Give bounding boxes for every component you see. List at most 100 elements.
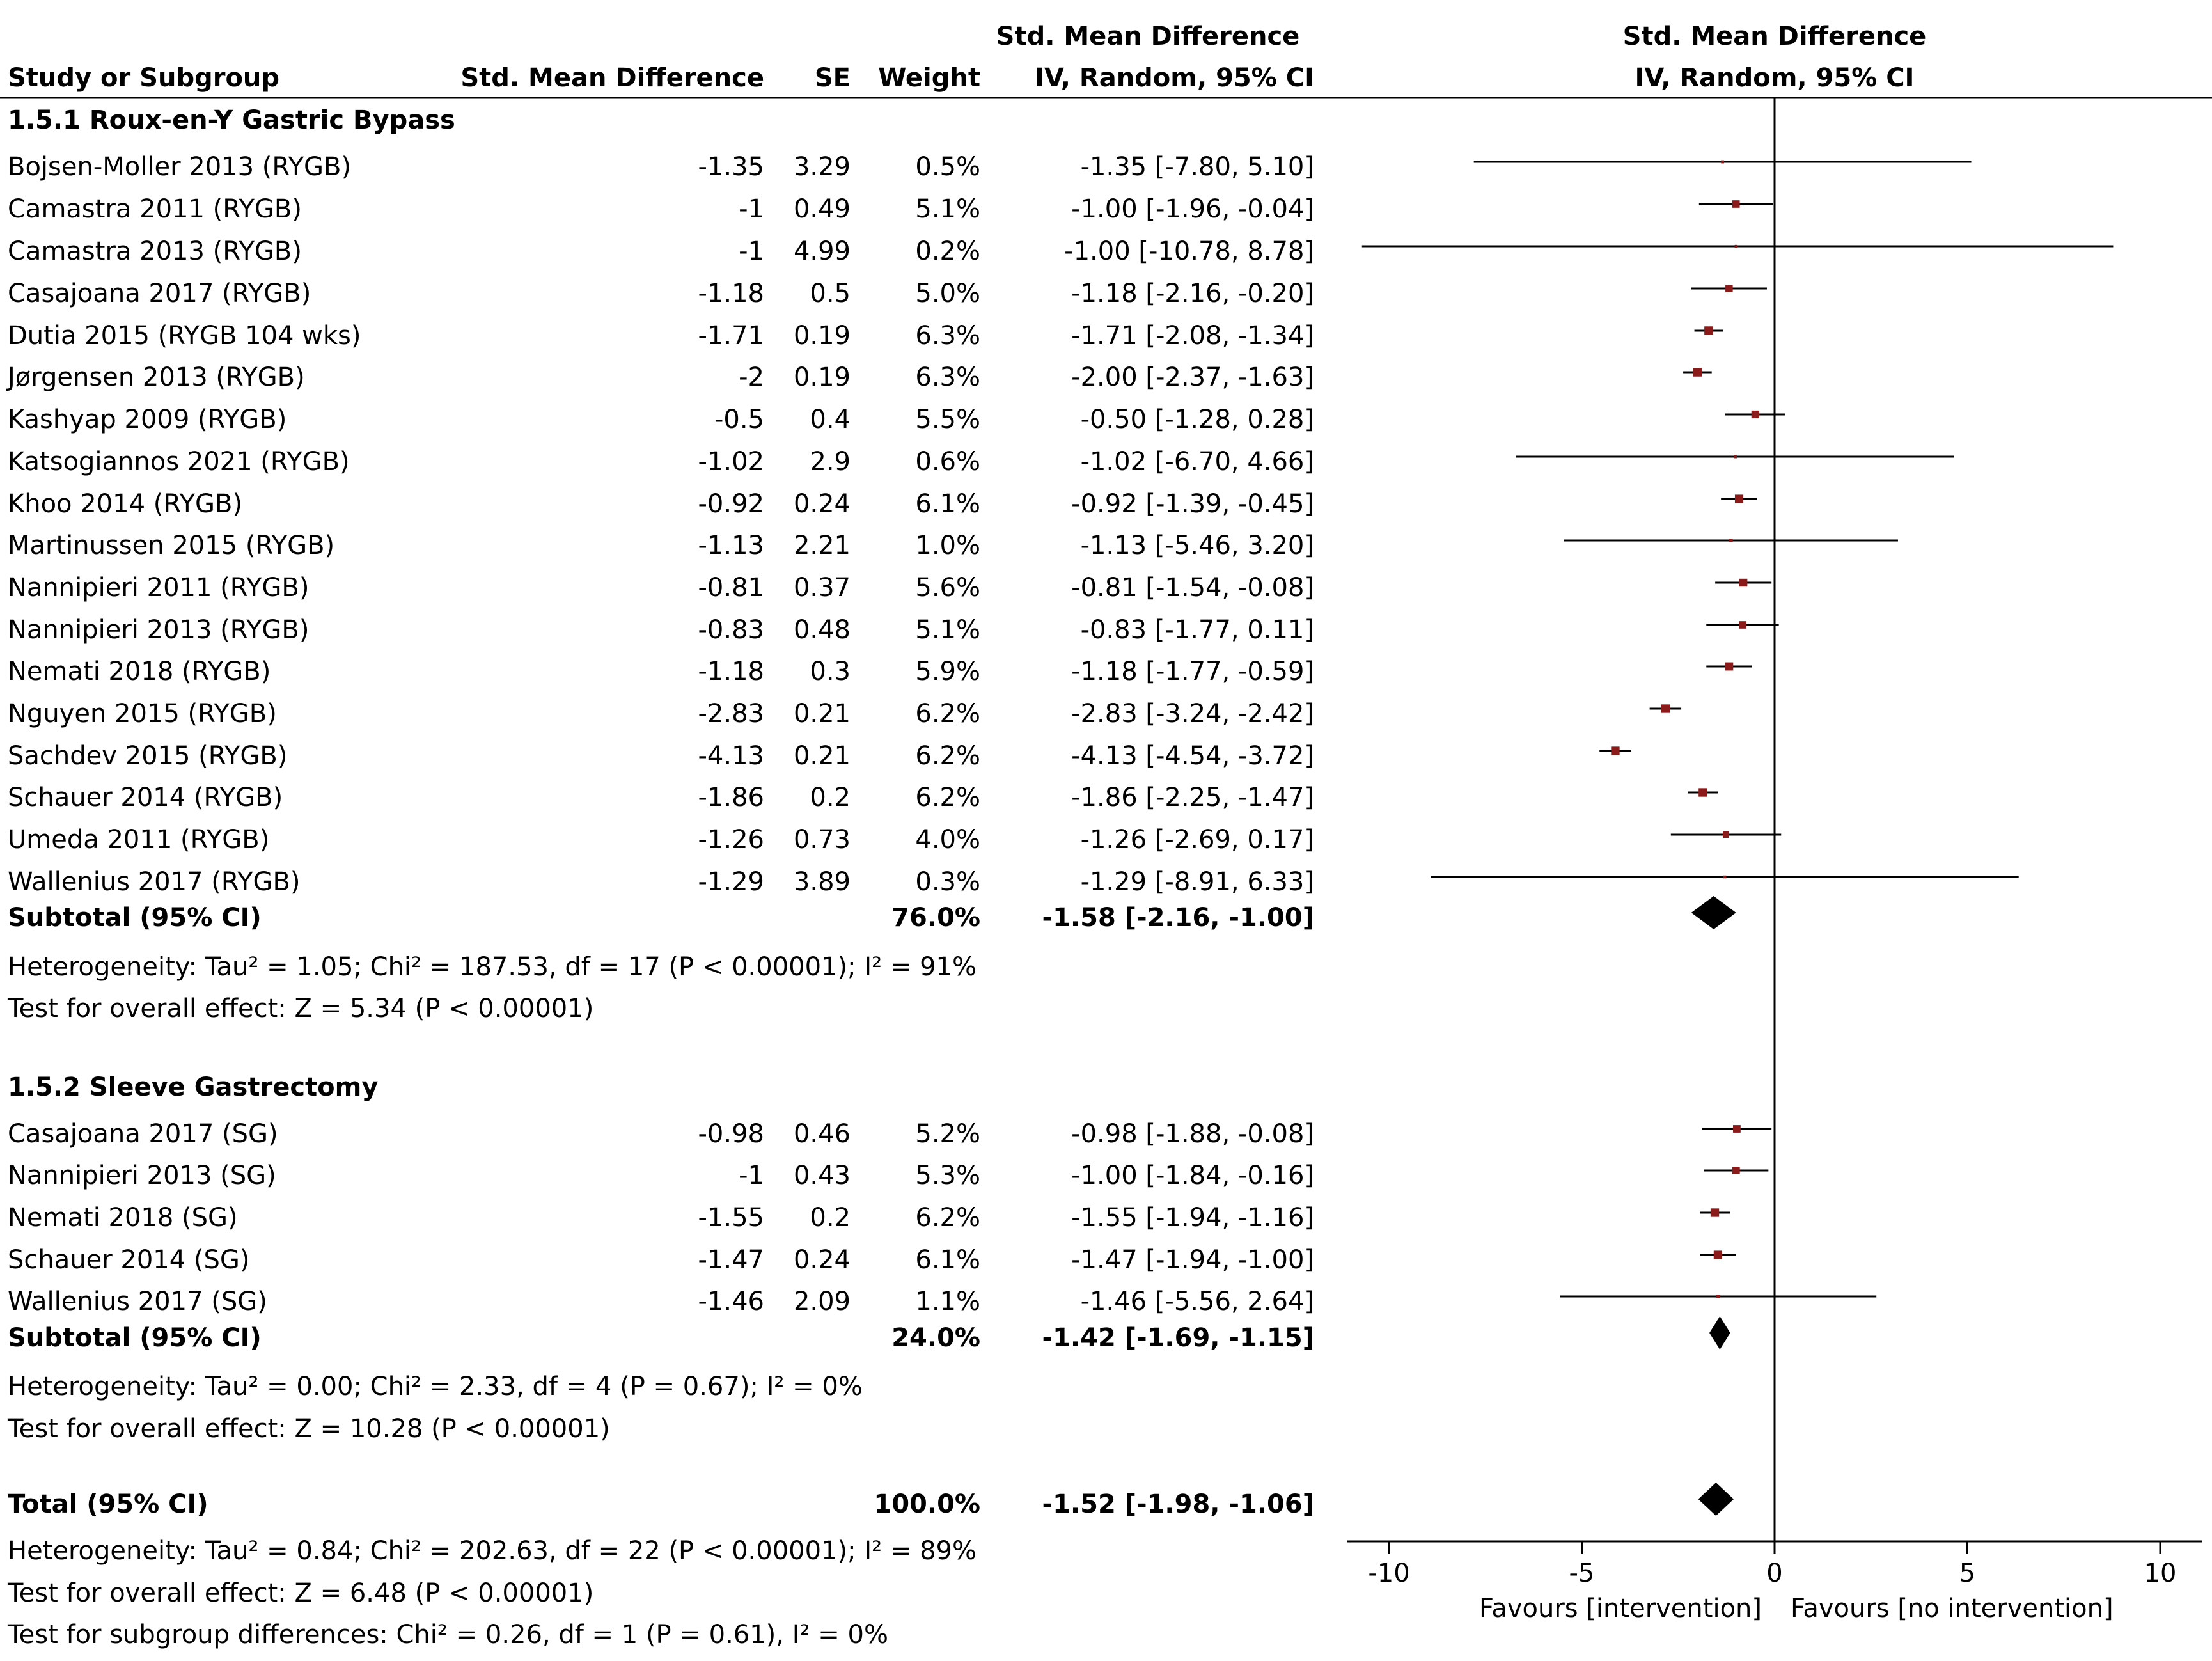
point-estimate bbox=[1739, 578, 1748, 587]
study-weight: 1.0% bbox=[915, 531, 980, 560]
study-se: 0.24 bbox=[793, 1245, 851, 1275]
point-estimate bbox=[1710, 1208, 1720, 1217]
favours-left-label: Favours [intervention] bbox=[1479, 1594, 1762, 1623]
study-weight: 6.3% bbox=[915, 363, 980, 392]
study-name: Nannipieri 2013 (SG) bbox=[8, 1161, 276, 1190]
header-weight: Weight bbox=[878, 63, 980, 93]
study-name: Nemati 2018 (RYGB) bbox=[8, 657, 271, 686]
study-smd: -0.5 bbox=[714, 405, 764, 434]
x-tick-label: -5 bbox=[1569, 1559, 1595, 1588]
study-se: 0.46 bbox=[793, 1119, 851, 1149]
study-name: Dutia 2015 (RYGB 104 wks) bbox=[8, 321, 361, 350]
total-ci: -1.52 [-1.98, -1.06] bbox=[1042, 1490, 1315, 1519]
study-ci: -1.18 [-2.16, -0.20] bbox=[1071, 279, 1314, 308]
study-weight: 5.0% bbox=[915, 279, 980, 308]
study-se: 2.9 bbox=[810, 447, 851, 476]
study-weight: 6.2% bbox=[915, 741, 980, 771]
subtotal-weight: 24.0% bbox=[891, 1323, 980, 1353]
study-smd: -1.55 bbox=[698, 1203, 765, 1232]
study-ci: -1.46 [-5.56, 2.64] bbox=[1080, 1287, 1314, 1316]
heterogeneity-text: Heterogeneity: Tau² = 0.00; Chi² = 2.33,… bbox=[8, 1372, 863, 1401]
study-smd: -2 bbox=[739, 363, 764, 392]
study-weight: 0.5% bbox=[915, 152, 980, 182]
study-ci: -1.55 [-1.94, -1.16] bbox=[1071, 1203, 1314, 1232]
subtotal-diamond bbox=[1691, 896, 1736, 929]
point-estimate bbox=[1693, 368, 1702, 377]
total-label: Total (95% CI) bbox=[8, 1490, 208, 1519]
study-se: 4.99 bbox=[793, 237, 851, 266]
header-smd: Std. Mean Difference bbox=[460, 63, 764, 93]
study-name: Sachdev 2015 (RYGB) bbox=[8, 741, 288, 771]
study-ci: -0.92 [-1.39, -0.45] bbox=[1071, 489, 1314, 519]
study-name: Khoo 2014 (RYGB) bbox=[8, 489, 243, 519]
study-name: Nemati 2018 (SG) bbox=[8, 1203, 238, 1232]
point-estimate bbox=[1713, 1250, 1722, 1259]
study-se: 0.21 bbox=[793, 741, 851, 771]
subgroup-differences-text: Test for subgroup differences: Chi² = 0.… bbox=[8, 1620, 888, 1649]
study-smd: -0.83 bbox=[698, 615, 765, 645]
overall-effect-text: Test for overall effect: Z = 10.28 (P < … bbox=[8, 1414, 610, 1444]
study-smd: -1 bbox=[739, 237, 764, 266]
study-smd: -1.29 bbox=[698, 867, 765, 897]
study-ci: -1.02 [-6.70, 4.66] bbox=[1080, 447, 1314, 476]
subtotal-ci: -1.42 [-1.69, -1.15] bbox=[1042, 1323, 1315, 1353]
subtotal-label: Subtotal (95% CI) bbox=[8, 903, 262, 933]
study-ci: -2.00 [-2.37, -1.63] bbox=[1071, 363, 1314, 392]
study-weight: 5.1% bbox=[915, 615, 980, 645]
study-se: 3.29 bbox=[793, 152, 851, 182]
study-smd: -1.18 bbox=[698, 279, 765, 308]
header-ci-title: Std. Mean Difference bbox=[996, 22, 1300, 51]
study-ci: -1.13 [-5.46, 3.20] bbox=[1080, 531, 1314, 560]
study-name: Jørgensen 2013 (RYGB) bbox=[8, 363, 305, 392]
study-se: 0.2 bbox=[810, 783, 851, 812]
study-name: Schauer 2014 (RYGB) bbox=[8, 783, 283, 812]
point-estimate bbox=[1725, 662, 1734, 671]
plot-header-title: Std. Mean Difference bbox=[1622, 22, 1927, 51]
study-se: 0.19 bbox=[793, 321, 851, 350]
plot-header-method: IV, Random, 95% CI bbox=[1635, 63, 1915, 93]
study-weight: 5.2% bbox=[915, 1119, 980, 1149]
study-name: Umeda 2011 (RYGB) bbox=[8, 825, 270, 854]
study-se: 0.24 bbox=[793, 489, 851, 519]
point-estimate bbox=[1732, 1167, 1740, 1174]
point-estimate bbox=[1732, 200, 1740, 208]
subtotal-label: Subtotal (95% CI) bbox=[8, 1323, 262, 1353]
total-heterogeneity-text: Heterogeneity: Tau² = 0.84; Chi² = 202.6… bbox=[8, 1536, 977, 1566]
study-se: 0.4 bbox=[810, 405, 851, 434]
study-weight: 5.6% bbox=[915, 573, 980, 602]
subtotal-ci: -1.58 [-2.16, -1.00] bbox=[1042, 903, 1315, 933]
study-ci: -0.83 [-1.77, 0.11] bbox=[1080, 615, 1314, 645]
study-se: 3.89 bbox=[793, 867, 851, 897]
point-estimate bbox=[1698, 788, 1707, 797]
study-name: Wallenius 2017 (RYGB) bbox=[8, 867, 301, 897]
study-weight: 1.1% bbox=[915, 1287, 980, 1316]
total-diamond bbox=[1698, 1483, 1734, 1516]
study-smd: -1.26 bbox=[698, 825, 765, 854]
study-weight: 4.0% bbox=[915, 825, 980, 854]
study-ci: -1.00 [-1.96, -0.04] bbox=[1071, 194, 1314, 224]
study-name: Casajoana 2017 (SG) bbox=[8, 1119, 278, 1149]
study-name: Camastra 2011 (RYGB) bbox=[8, 194, 302, 224]
study-weight: 0.3% bbox=[915, 867, 980, 897]
study-ci: -4.13 [-4.54, -3.72] bbox=[1071, 741, 1314, 771]
study-name: Nannipieri 2011 (RYGB) bbox=[8, 573, 310, 602]
study-weight: 5.1% bbox=[915, 194, 980, 224]
point-estimate bbox=[1716, 1295, 1720, 1298]
study-name: Nannipieri 2013 (RYGB) bbox=[8, 615, 310, 645]
header-se: SE bbox=[814, 63, 851, 93]
point-estimate bbox=[1723, 875, 1727, 879]
study-ci: -1.47 [-1.94, -1.00] bbox=[1071, 1245, 1314, 1275]
header-ci-method: IV, Random, 95% CI bbox=[1035, 63, 1314, 93]
study-se: 0.2 bbox=[810, 1203, 851, 1232]
point-estimate bbox=[1723, 831, 1730, 838]
subgroup-title: 1.5.1 Roux-en-Y Gastric Bypass bbox=[8, 106, 455, 135]
study-se: 0.37 bbox=[793, 573, 851, 602]
favours-right-label: Favours [no intervention] bbox=[1791, 1594, 2114, 1623]
subtotal-diamond bbox=[1709, 1316, 1730, 1350]
point-estimate bbox=[1734, 455, 1737, 459]
study-weight: 0.6% bbox=[915, 447, 980, 476]
study-ci: -1.18 [-1.77, -0.59] bbox=[1071, 657, 1314, 686]
point-estimate bbox=[1661, 704, 1670, 713]
